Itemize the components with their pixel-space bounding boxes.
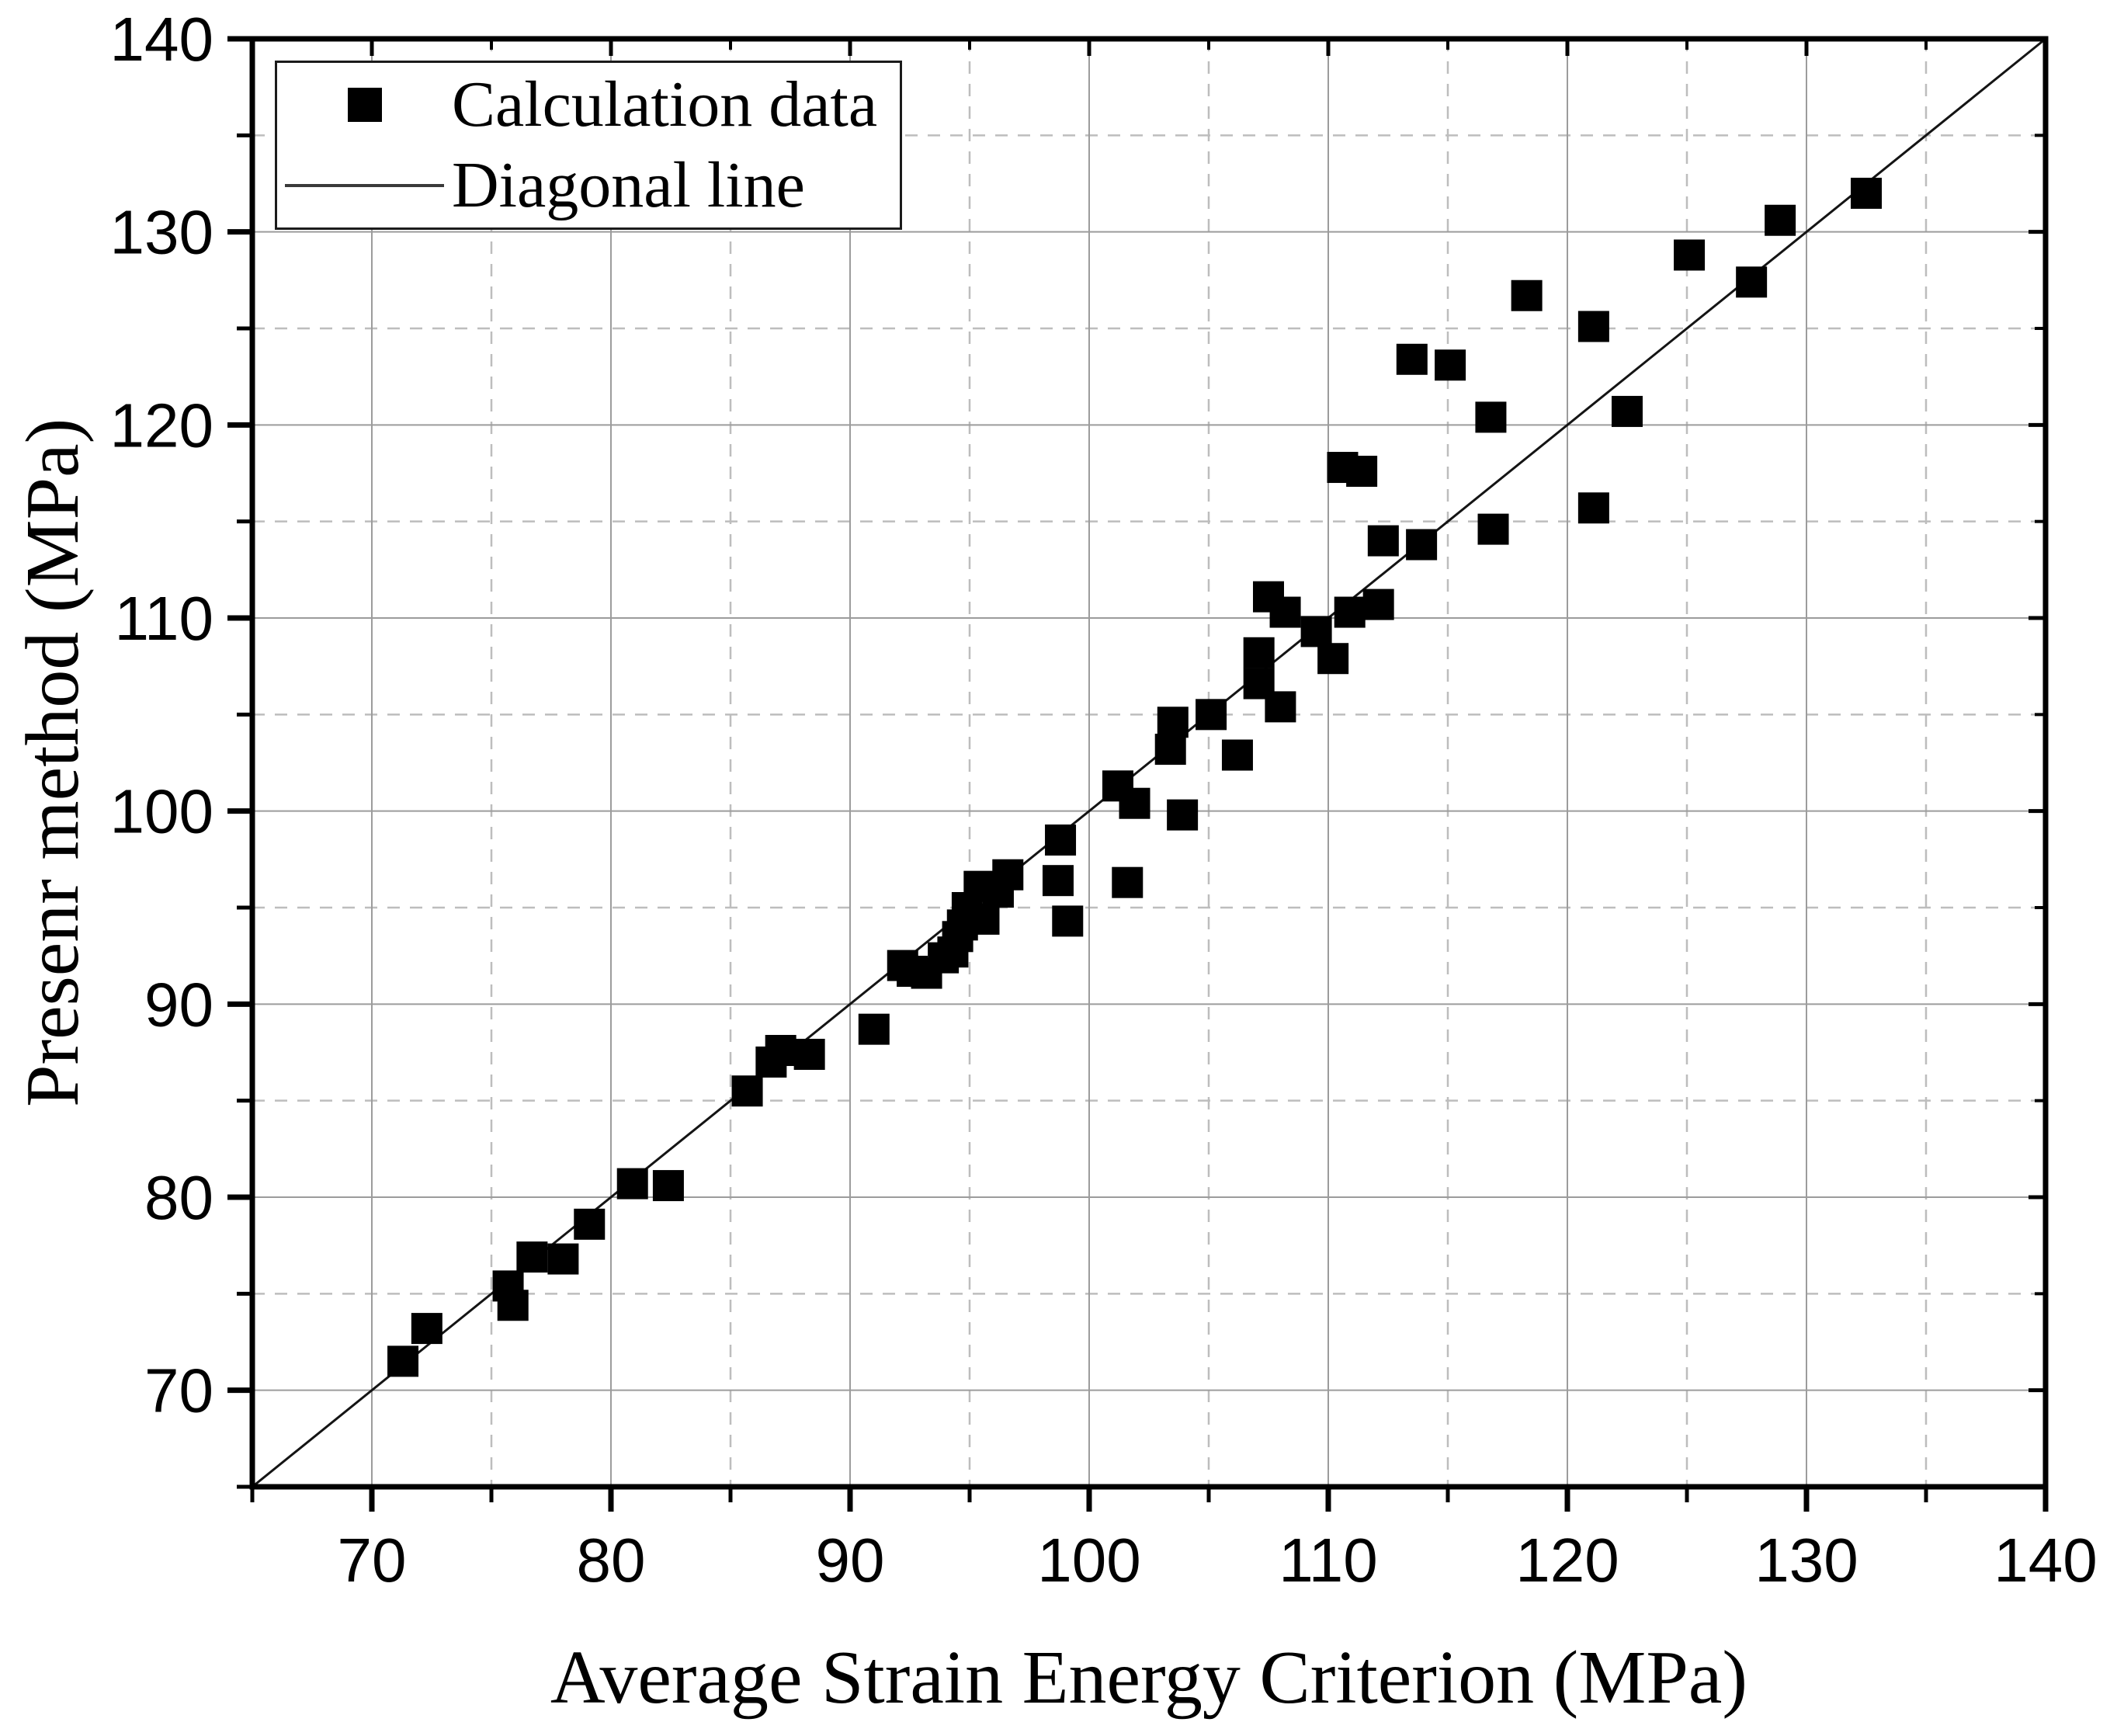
data-point bbox=[1119, 787, 1150, 819]
data-point bbox=[1243, 637, 1275, 668]
data-point bbox=[1511, 279, 1543, 311]
x-tick-label: 110 bbox=[1279, 1526, 1378, 1595]
data-point bbox=[1435, 349, 1466, 381]
data-point bbox=[1167, 799, 1199, 831]
data-point bbox=[1406, 529, 1438, 561]
data-point bbox=[1317, 643, 1349, 675]
data-point bbox=[497, 1290, 529, 1321]
data-point bbox=[1042, 865, 1074, 897]
data-point bbox=[1396, 343, 1428, 375]
data-point bbox=[793, 1038, 825, 1070]
y-axis-title: Presenr method (MPa) bbox=[11, 418, 95, 1108]
x-axis-title: Average Strain Energy Criterion (MPa) bbox=[550, 1636, 1748, 1720]
data-point bbox=[1221, 739, 1253, 771]
scatter-series bbox=[387, 177, 1882, 1377]
data-point bbox=[411, 1313, 442, 1345]
legend-entry-calculation-data: Calculation data bbox=[277, 66, 900, 144]
axis-ticks bbox=[227, 36, 2049, 1512]
data-point bbox=[1765, 204, 1796, 236]
data-point bbox=[1157, 707, 1189, 738]
x-tick-labels: 70 80 90 100 110 120 130 140 bbox=[338, 1526, 2098, 1595]
legend-label-calculation-data: Calculation data bbox=[452, 68, 878, 141]
legend-label-diagonal-line: Diagonal line bbox=[452, 149, 805, 221]
data-point bbox=[731, 1075, 763, 1107]
data-point bbox=[1112, 866, 1144, 898]
x-tick-label: 70 bbox=[338, 1526, 407, 1595]
data-point bbox=[1045, 824, 1077, 856]
x-tick-label: 90 bbox=[816, 1526, 885, 1595]
data-point bbox=[1052, 905, 1084, 937]
data-point bbox=[1475, 401, 1507, 433]
data-point bbox=[1367, 525, 1399, 557]
square-marker-icon bbox=[347, 88, 382, 122]
y-tick-label: 80 bbox=[144, 1163, 213, 1232]
y-tick-label: 90 bbox=[144, 970, 213, 1039]
legend-entry-diagonal-line: Diagonal line bbox=[277, 147, 900, 224]
data-point bbox=[1577, 492, 1609, 524]
minor-gridlines bbox=[252, 39, 2046, 1487]
y-tick-labels: 70 80 90 100 110 120 130 140 bbox=[110, 5, 213, 1425]
data-point bbox=[992, 859, 1024, 891]
x-tick-label: 140 bbox=[1994, 1526, 2097, 1595]
data-point bbox=[516, 1241, 548, 1273]
legend-square-marker-icon bbox=[277, 88, 452, 122]
x-tick-label: 100 bbox=[1037, 1526, 1140, 1595]
y-tick-label: 130 bbox=[110, 198, 213, 267]
data-point bbox=[1612, 395, 1643, 427]
legend: Calculation data Diagonal line bbox=[275, 61, 902, 230]
data-point bbox=[1477, 513, 1509, 545]
data-point bbox=[574, 1208, 606, 1240]
data-point bbox=[616, 1168, 648, 1200]
legend-line-marker-icon bbox=[277, 184, 452, 187]
y-tick-label: 140 bbox=[110, 5, 213, 74]
data-point bbox=[1674, 239, 1706, 271]
data-point bbox=[968, 903, 1000, 935]
data-point bbox=[1265, 691, 1296, 723]
data-point bbox=[1736, 266, 1768, 298]
data-point bbox=[1196, 699, 1227, 731]
data-point bbox=[1577, 311, 1609, 342]
x-tick-label: 130 bbox=[1754, 1526, 1858, 1595]
data-point bbox=[1154, 734, 1186, 766]
x-tick-label: 80 bbox=[577, 1526, 646, 1595]
x-tick-label: 120 bbox=[1515, 1526, 1619, 1595]
data-point bbox=[387, 1345, 419, 1377]
data-point bbox=[1851, 177, 1882, 209]
data-point bbox=[1346, 456, 1378, 488]
line-marker-icon bbox=[285, 184, 444, 187]
data-point bbox=[1300, 616, 1332, 648]
data-point bbox=[547, 1243, 579, 1275]
y-tick-label: 70 bbox=[144, 1356, 213, 1425]
data-point bbox=[1362, 589, 1394, 620]
plot-frame bbox=[249, 36, 2049, 1490]
y-tick-label: 110 bbox=[114, 584, 213, 653]
y-tick-label: 100 bbox=[110, 777, 213, 846]
data-point bbox=[652, 1170, 684, 1202]
data-point bbox=[858, 1013, 890, 1045]
data-point bbox=[1334, 596, 1366, 628]
data-point bbox=[1269, 596, 1301, 628]
data-point bbox=[765, 1035, 796, 1067]
y-tick-label: 120 bbox=[110, 391, 213, 460]
